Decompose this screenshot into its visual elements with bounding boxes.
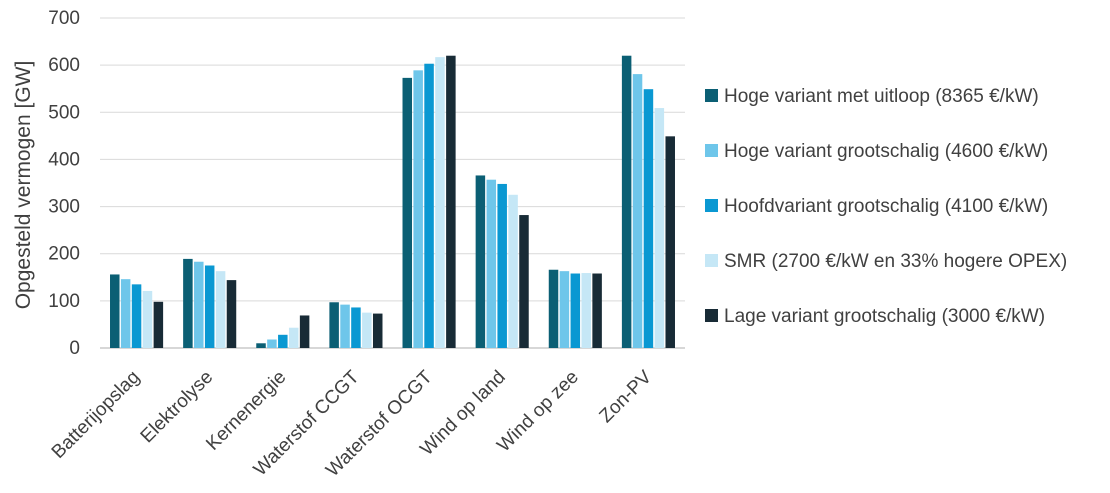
bar xyxy=(413,70,423,348)
bar xyxy=(519,215,529,348)
bar xyxy=(340,304,350,348)
bar xyxy=(592,273,602,348)
legend-label: Hoge variant grootschalig (4600 €/kW) xyxy=(724,141,1048,162)
bar xyxy=(402,77,413,348)
y-tick-label: 200 xyxy=(48,244,80,265)
x-axis-category-labels: BatterijopslagElektrolyseKernenergieWate… xyxy=(48,366,656,481)
y-tick-label: 300 xyxy=(48,197,80,218)
bar xyxy=(570,273,581,348)
bars xyxy=(110,55,675,349)
bar xyxy=(632,74,643,348)
bar xyxy=(475,175,486,348)
bar xyxy=(194,261,204,348)
bar xyxy=(299,315,310,348)
bar xyxy=(256,343,266,348)
bar xyxy=(131,284,142,348)
bar xyxy=(120,279,131,348)
bar xyxy=(226,280,237,348)
bar xyxy=(497,183,507,348)
bar xyxy=(665,136,675,348)
bar xyxy=(559,271,570,348)
bar xyxy=(142,290,153,348)
bar xyxy=(110,274,120,348)
legend-swatch xyxy=(705,309,718,322)
bar xyxy=(288,327,299,348)
legend-swatch xyxy=(705,144,718,157)
bar xyxy=(446,55,456,348)
y-tick-label: 400 xyxy=(48,149,80,170)
bar xyxy=(372,313,383,348)
bar xyxy=(581,273,591,348)
bar xyxy=(278,334,288,348)
legend-swatch xyxy=(705,89,718,102)
bar xyxy=(329,302,339,348)
y-tick-label: 500 xyxy=(48,102,80,123)
legend-label: Hoofdvariant grootschalig (4100 €/kW) xyxy=(724,196,1048,217)
legend: Hoge variant met uitloop (8365 €/kW) Hoge… xyxy=(705,86,1067,327)
y-tick-label: 0 xyxy=(69,338,80,359)
bar xyxy=(621,55,632,348)
y-tick-label: 100 xyxy=(48,291,80,312)
x-category-label: Elektrolyse xyxy=(137,367,218,448)
y-tick-label: 700 xyxy=(48,8,80,29)
bar xyxy=(351,307,361,348)
bar xyxy=(267,339,277,348)
legend-swatch xyxy=(705,254,718,267)
bar xyxy=(643,89,654,348)
y-tick-label: 600 xyxy=(48,55,80,76)
bar xyxy=(183,258,193,348)
bar xyxy=(486,179,497,348)
bar xyxy=(435,57,445,348)
bar xyxy=(508,194,518,348)
bar xyxy=(362,312,372,348)
bar xyxy=(424,63,434,348)
x-category-label: Zon-PV xyxy=(596,366,657,427)
bar xyxy=(654,108,665,349)
bar xyxy=(548,269,559,348)
legend-label: Lage variant grootschalig (3000 €/kW) xyxy=(724,306,1045,327)
bar xyxy=(204,265,215,348)
x-category-label: Batterijopslag xyxy=(48,367,144,463)
bar xyxy=(215,271,226,348)
legend-swatch xyxy=(705,199,718,212)
y-axis-ticks: 0 100 200 300 400 500 600 700 xyxy=(48,8,80,359)
legend-label: SMR (2700 €/kW en 33% hogere OPEX) xyxy=(724,251,1067,272)
legend-label: Hoge variant met uitloop (8365 €/kW) xyxy=(724,86,1039,107)
bar xyxy=(153,301,164,348)
y-axis-title: Opgesteld vermogen [GW] xyxy=(12,61,35,310)
